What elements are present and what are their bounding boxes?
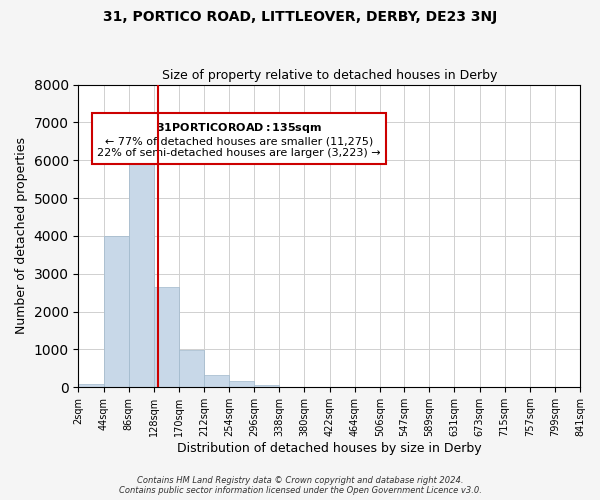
Bar — [128, 138, 154, 387]
Text: Contains HM Land Registry data © Crown copyright and database right 2024.
Contai: Contains HM Land Registry data © Crown c… — [119, 476, 481, 495]
X-axis label: Distribution of detached houses by size in Derby: Distribution of detached houses by size … — [177, 442, 482, 455]
Bar — [204, 375, 229, 387]
Bar — [104, 236, 128, 387]
Bar — [254, 385, 279, 387]
Bar — [229, 382, 254, 387]
Text: 31, PORTICO ROAD, LITTLEOVER, DERBY, DE23 3NJ: 31, PORTICO ROAD, LITTLEOVER, DERBY, DE2… — [103, 10, 497, 24]
Bar — [179, 350, 204, 387]
Y-axis label: Number of detached properties: Number of detached properties — [15, 138, 28, 334]
Bar — [154, 287, 179, 387]
Text: $\bf{31 PORTICO ROAD: 135sqm}$
← 77% of detached houses are smaller (11,275)
22%: $\bf{31 PORTICO ROAD: 135sqm}$ ← 77% of … — [97, 121, 381, 158]
Bar — [79, 384, 104, 387]
Title: Size of property relative to detached houses in Derby: Size of property relative to detached ho… — [161, 69, 497, 82]
